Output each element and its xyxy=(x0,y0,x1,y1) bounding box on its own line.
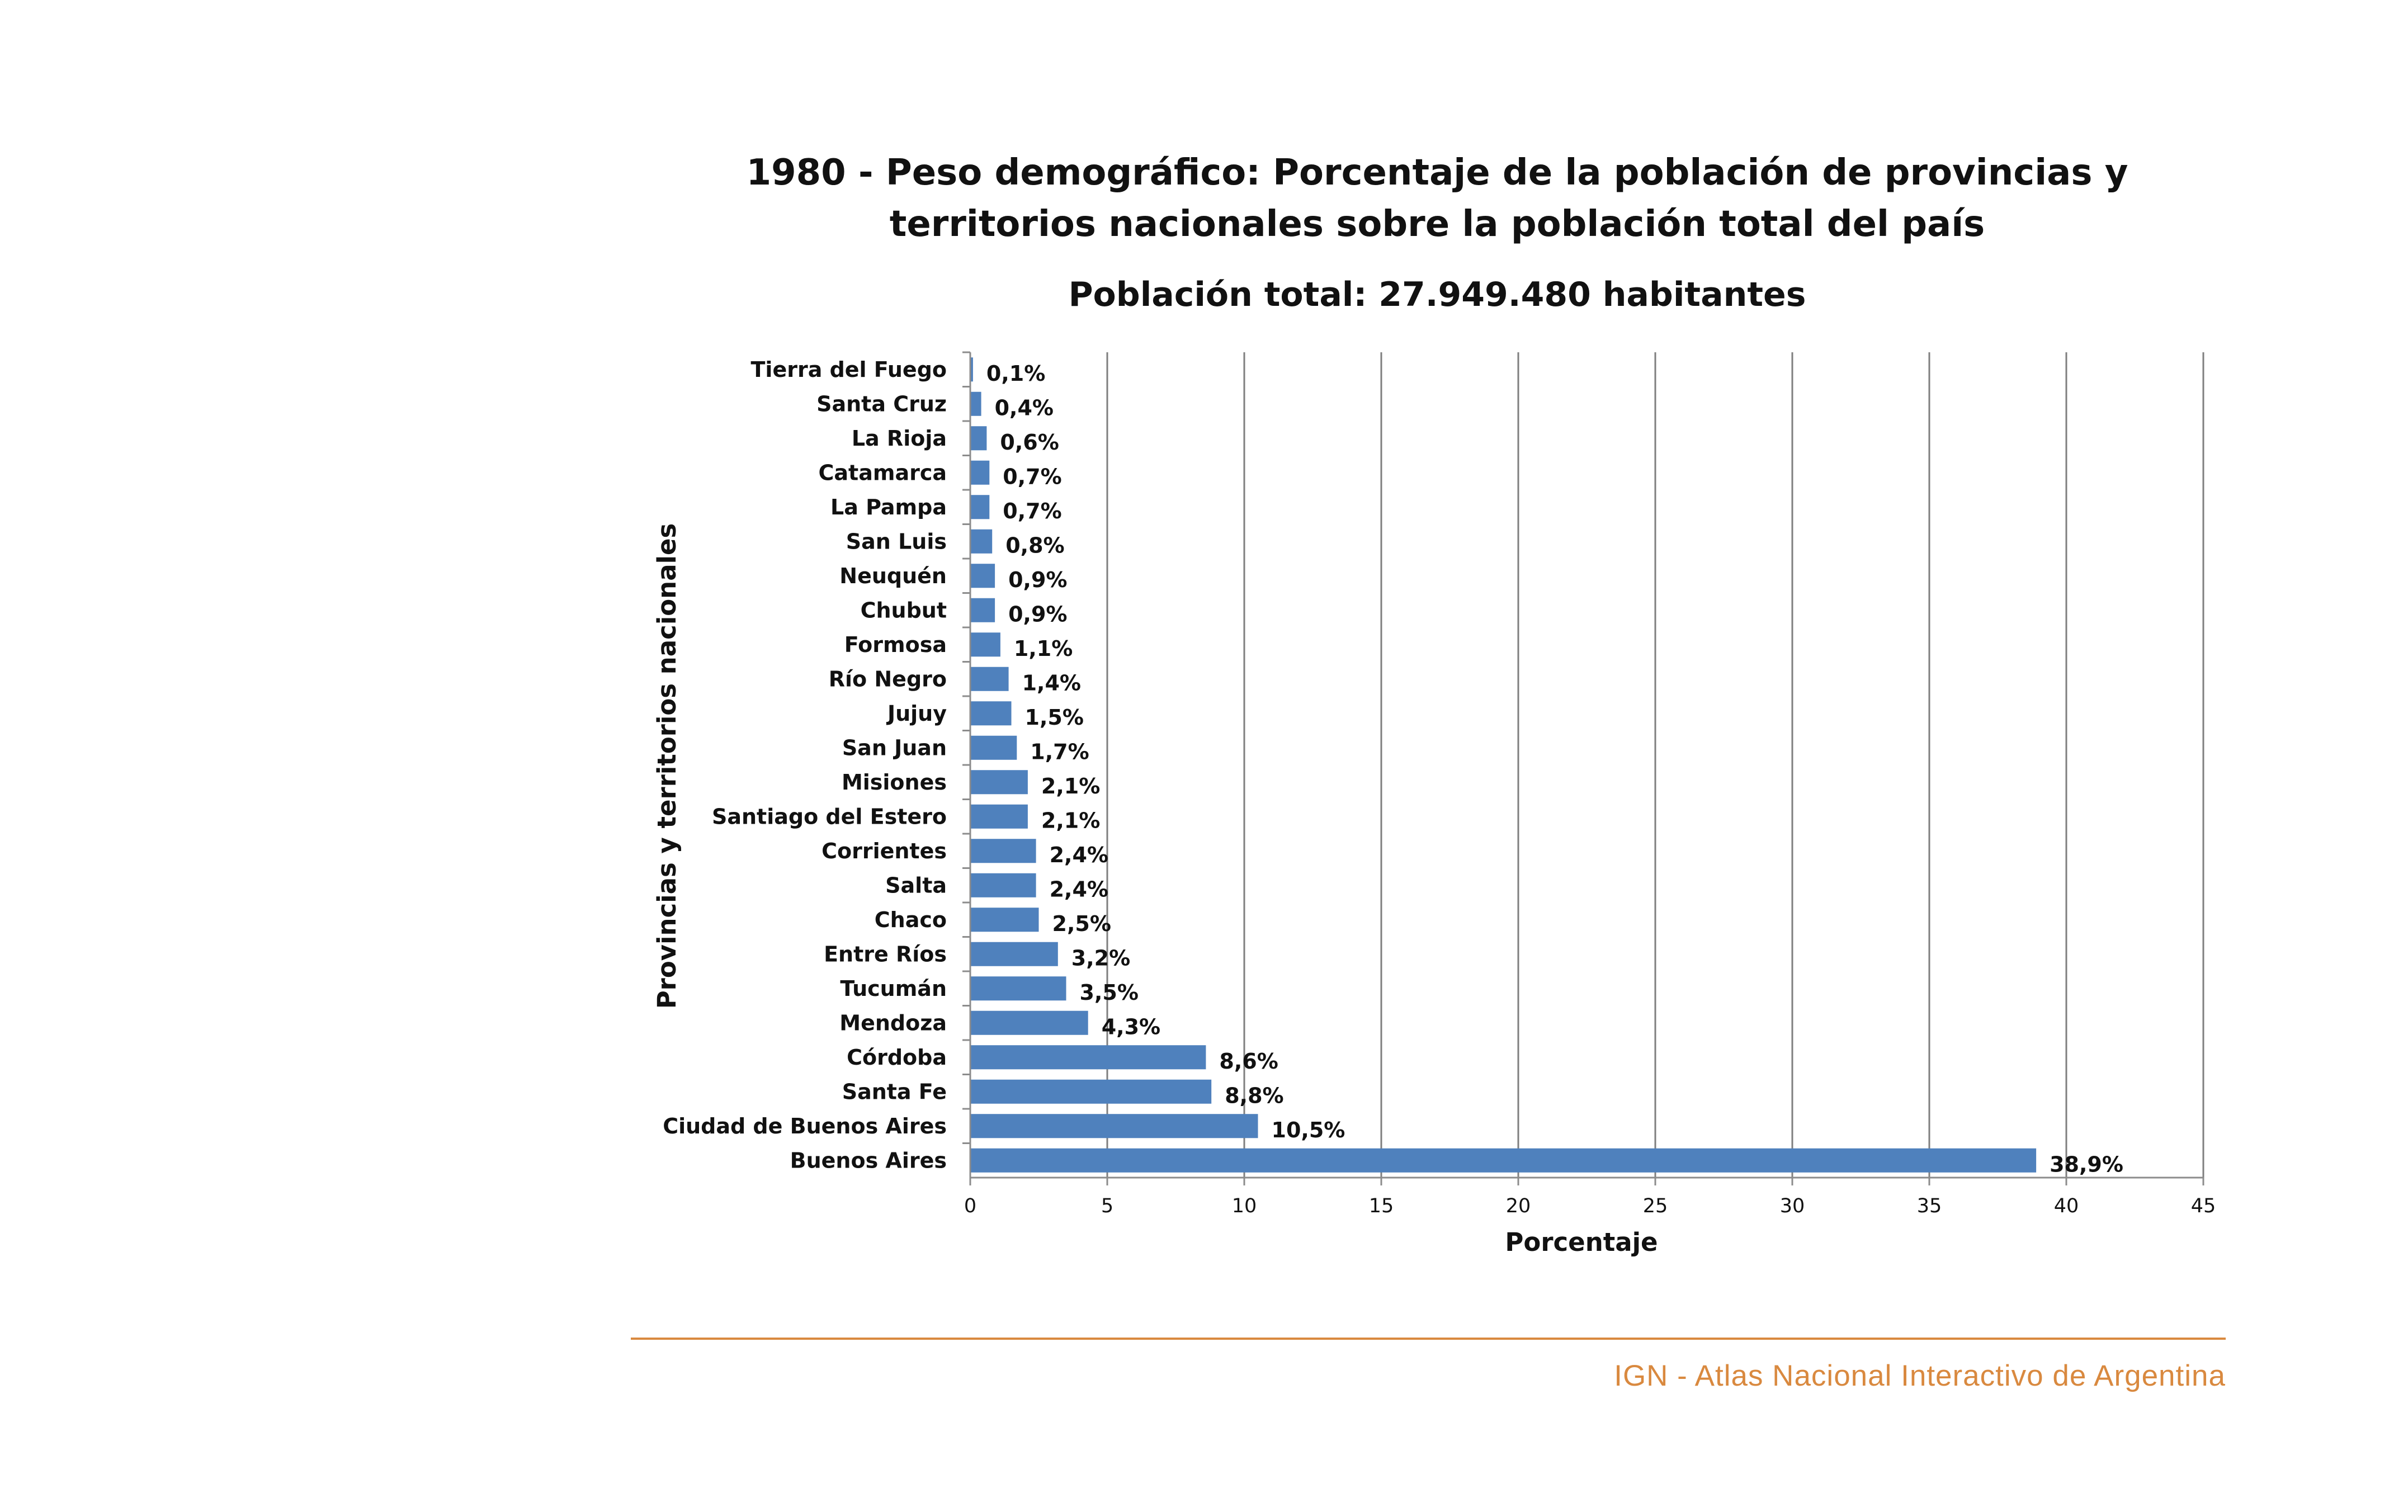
bar xyxy=(970,598,995,622)
value-label: 2,1% xyxy=(1041,808,1100,833)
value-label: 1,5% xyxy=(1025,705,1084,730)
value-label: 3,2% xyxy=(1071,946,1130,970)
bar xyxy=(970,735,1017,760)
category-label: Chubut xyxy=(861,598,947,622)
category-label: La Rioja xyxy=(852,426,947,451)
bar xyxy=(970,391,981,416)
value-label: 8,6% xyxy=(1219,1049,1278,1074)
category-label: Santiago del Estero xyxy=(712,804,947,829)
value-label: 1,7% xyxy=(1030,739,1089,764)
category-label: Jujuy xyxy=(886,701,947,726)
bars xyxy=(970,357,2037,1173)
category-labels: Tierra del Fuego Santa Cruz La Rioja Catama… xyxy=(663,351,970,1173)
category-label: Tucumán xyxy=(840,976,947,1001)
y-axis-title: Provincias y territorios nacionales xyxy=(652,523,682,1009)
category-label: Mendoza xyxy=(839,1010,947,1035)
category-label: Salta xyxy=(885,873,947,897)
value-label: 38,9% xyxy=(2050,1152,2123,1176)
value-label: 1,4% xyxy=(1022,670,1081,695)
footer-divider xyxy=(631,1338,2226,1340)
value-label: 2,4% xyxy=(1050,843,1108,867)
value-label: 0,9% xyxy=(1008,602,1067,626)
footer-source: IGN - Atlas Nacional Interactivo de Arge… xyxy=(1614,1359,2226,1392)
category-label: La Pampa xyxy=(830,495,947,519)
value-label: 8,8% xyxy=(1225,1083,1283,1108)
bar xyxy=(970,357,973,382)
bar xyxy=(970,839,1036,863)
category-label: Formosa xyxy=(844,632,947,657)
value-labels: 0,1% 0,4% 0,6% 0,7% 0,7% 0,8% 0,9% 0,9% 1,1% 1,4%… xyxy=(986,361,2123,1177)
category-label: Entre Ríos xyxy=(824,942,947,966)
x-tick-label-35: 35 xyxy=(1917,1195,1942,1217)
x-tick-label-5: 5 xyxy=(1101,1195,1113,1217)
x-tick-label-15: 15 xyxy=(1369,1195,1394,1217)
category-label: Córdoba xyxy=(847,1045,947,1070)
bar xyxy=(970,1148,2037,1173)
category-label: Corrientes xyxy=(821,839,947,863)
value-label: 0,8% xyxy=(1005,533,1064,557)
chart-title-line-1: 1980 - Peso demográfico: Porcentaje de l… xyxy=(747,152,2128,193)
bar xyxy=(970,667,1009,691)
category-label: Buenos Aires xyxy=(790,1148,947,1173)
bar xyxy=(970,495,990,519)
bar xyxy=(970,426,987,451)
bar xyxy=(970,804,1028,829)
category-label: Catamarca xyxy=(819,460,947,485)
bar xyxy=(970,529,993,554)
bar xyxy=(970,701,1012,726)
value-label: 0,7% xyxy=(1003,464,1061,489)
category-label: Chaco xyxy=(875,908,947,932)
category-label: San Luis xyxy=(846,529,947,554)
value-label: 0,1% xyxy=(986,361,1045,386)
category-label: San Juan xyxy=(842,735,947,760)
bar xyxy=(970,1045,1206,1070)
x-tick-label-20: 20 xyxy=(1506,1195,1531,1217)
bar xyxy=(970,632,1000,657)
bar xyxy=(970,564,995,588)
x-tick-label-0: 0 xyxy=(964,1195,976,1217)
bar xyxy=(970,460,990,485)
value-label: 2,4% xyxy=(1050,877,1108,901)
x-tick-label-40: 40 xyxy=(2054,1195,2079,1217)
bar xyxy=(970,770,1028,795)
value-label: 0,9% xyxy=(1008,568,1067,592)
value-label: 1,1% xyxy=(1014,636,1073,661)
value-label: 0,4% xyxy=(995,395,1054,420)
value-label: 2,1% xyxy=(1041,774,1100,798)
bar xyxy=(970,942,1058,966)
category-label: Santa Fe xyxy=(842,1079,947,1104)
chart-title-line-2: territorios nacionales sobre la població… xyxy=(890,204,1985,245)
bar xyxy=(970,1010,1088,1035)
x-tick-label-25: 25 xyxy=(1643,1195,1668,1217)
category-label: Río Negro xyxy=(829,667,947,691)
category-label: Ciudad de Buenos Aires xyxy=(663,1114,947,1138)
x-tick-label-10: 10 xyxy=(1232,1195,1257,1217)
category-label: Misiones xyxy=(842,770,947,795)
category-label: Neuquén xyxy=(839,564,947,588)
value-label: 0,6% xyxy=(1000,430,1059,455)
bar xyxy=(970,1079,1212,1104)
bar xyxy=(970,1114,1258,1138)
value-label: 3,5% xyxy=(1080,980,1139,1005)
x-axis-title: Porcentaje xyxy=(1505,1227,1658,1257)
value-label: 10,5% xyxy=(1272,1118,1345,1142)
chart-subtitle: Población total: 27.949.480 habitantes xyxy=(1069,275,1806,314)
category-label: Tierra del Fuego xyxy=(751,357,947,382)
x-tick-label-45: 45 xyxy=(2191,1195,2216,1217)
x-tick-labels: 0 5 10 15 20 25 30 35 40 45 xyxy=(964,1178,2216,1217)
value-label: 0,7% xyxy=(1003,499,1061,523)
bar xyxy=(970,908,1039,932)
gridlines xyxy=(1106,352,2204,1178)
value-label: 2,5% xyxy=(1052,911,1111,936)
value-label: 4,3% xyxy=(1102,1014,1160,1039)
x-tick-label-30: 30 xyxy=(1780,1195,1805,1217)
category-label: Santa Cruz xyxy=(816,391,947,416)
bar xyxy=(970,976,1066,1001)
bar xyxy=(970,873,1036,897)
